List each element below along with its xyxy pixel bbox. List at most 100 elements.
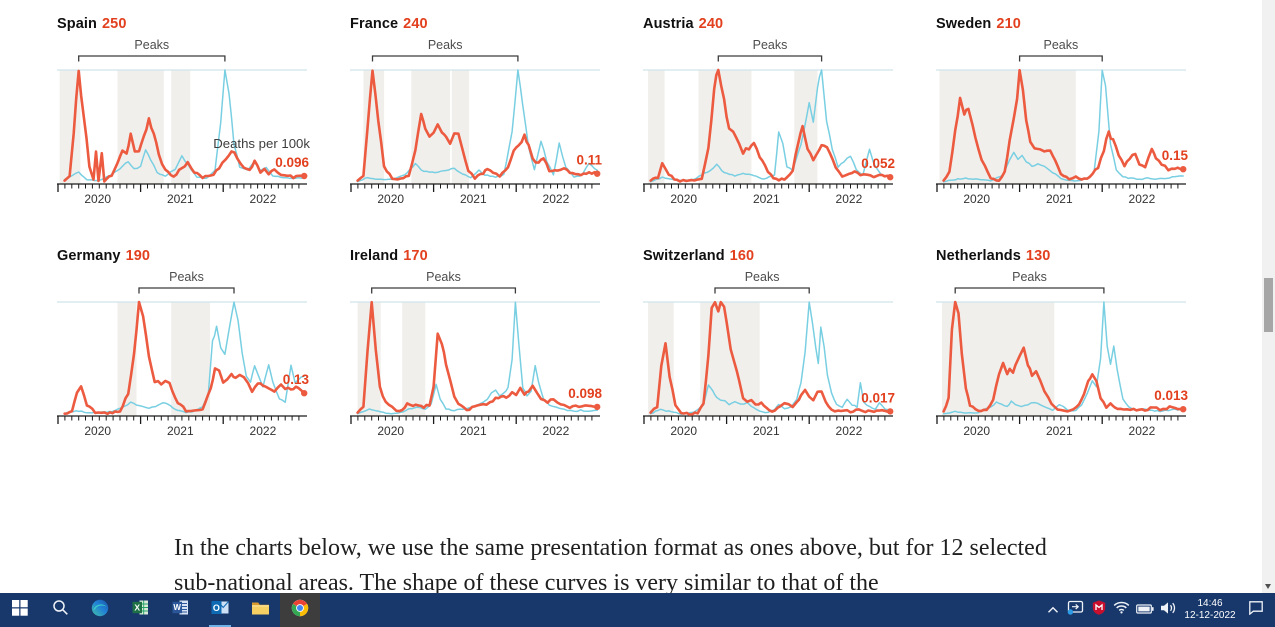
taskbar-edge-button[interactable] (80, 593, 120, 627)
chart-card-netherlands: Netherlands 130 2020 2021 2022 Peaks 0.013 (936, 248, 1191, 446)
country-peak-value: 130 (1025, 248, 1051, 264)
show-hidden-icons-button[interactable] (1041, 593, 1064, 627)
tray-cast-button[interactable] (1064, 593, 1087, 627)
period-band (411, 70, 451, 184)
country-peak-value: 170 (403, 248, 428, 264)
x-axis-year-label: 2021 (753, 424, 780, 438)
country-peak-value: 190 (125, 248, 151, 264)
x-axis-year-label: 2021 (460, 192, 487, 206)
tray-antivirus-button[interactable] (1087, 593, 1110, 627)
period-band (939, 70, 1076, 184)
tray-battery-button[interactable] (1133, 593, 1156, 627)
end-value-label: 0.098 (568, 386, 602, 401)
chart-svg-sweden: 2020 2021 2022 Peaks 0.15 (936, 38, 1189, 206)
article-paragraph: In the charts below, we use the same pre… (174, 535, 1047, 596)
x-axis-year-label: 2021 (753, 192, 780, 206)
small-multiples-grid: Spain 250 2020 2021 2022 Peaks 0.096 Deaths per… (57, 16, 1191, 446)
tray-volume-button[interactable] (1156, 593, 1179, 627)
peaks-bracket (78, 55, 226, 62)
end-value-label: 0.15 (1162, 148, 1189, 163)
taskbar-excel-button[interactable]: X (120, 593, 160, 627)
x-axis-year-label: 2020 (84, 424, 111, 438)
peaks-label: Peaks (169, 270, 204, 284)
chart-card-ireland: Ireland 170 2020 2021 2022 Peaks 0.098 (350, 248, 605, 446)
x-axis-year-label: 2022 (836, 192, 863, 206)
peaks-label: Peaks (753, 38, 788, 52)
taskbar-file-explorer-button[interactable] (240, 593, 280, 627)
x-axis-year-label: 2022 (1129, 192, 1156, 206)
taskbar-search-button[interactable] (40, 593, 80, 627)
x-axis-year-label: 2021 (1046, 424, 1073, 438)
x-axis-year-label: 2022 (250, 192, 277, 206)
chrome-icon (291, 599, 309, 622)
peaks-bracket (138, 287, 235, 294)
country-peak-value: 160 (729, 248, 755, 264)
period-band (402, 302, 426, 416)
peaks-bracket (717, 55, 823, 62)
deaths-end-dot (594, 170, 601, 177)
period-band (942, 302, 1055, 416)
end-value-label: 0.096 (275, 155, 309, 170)
end-value-label: 0.013 (1154, 388, 1188, 403)
chart-svg-netherlands: 2020 2021 2022 Peaks 0.013 (936, 270, 1188, 438)
chart-card-sweden: Sweden 210 2020 2021 2022 Peaks 0.15 (936, 16, 1191, 214)
deaths-line (942, 68, 1185, 182)
cases-line (649, 69, 891, 183)
period-band (171, 70, 191, 184)
period-band (363, 70, 385, 184)
x-axis-year-label: 2021 (167, 424, 194, 438)
mcafee-shield-icon (1092, 600, 1106, 620)
cases-line (356, 69, 598, 183)
taskbar-chrome-button[interactable] (280, 593, 320, 627)
search-icon (52, 599, 69, 621)
taskbar-word-button[interactable]: W (160, 593, 200, 627)
chart-title: Germany 190 (57, 248, 312, 264)
start-button[interactable] (0, 593, 40, 627)
chart-svg-ireland: 2020 2021 2022 Peaks 0.098 (350, 270, 602, 438)
folder-icon (251, 600, 270, 621)
chart-card-france: France 240 2020 2021 2022 Peaks 0.11 (350, 16, 605, 214)
country-name: Germany (57, 248, 121, 264)
action-center-button[interactable] (1241, 593, 1271, 627)
deaths-line (63, 300, 306, 416)
end-value-label: 0.11 (576, 153, 602, 168)
period-band (171, 302, 210, 416)
x-axis-year-label: 2020 (670, 424, 697, 438)
chart-card-spain: Spain 250 2020 2021 2022 Peaks 0.096 Deaths per… (57, 16, 312, 214)
chart-title: Netherlands 130 (936, 248, 1191, 264)
taskbar-outlook-button[interactable]: O (200, 593, 240, 627)
taskbar-clock[interactable]: 14:46 12-12-2022 (1179, 593, 1241, 627)
word-icon: W (172, 599, 189, 621)
deaths-line (356, 300, 599, 414)
chart-svg-spain: 2020 2021 2022 Peaks 0.096 Deaths per 100k (57, 38, 310, 206)
country-name: Ireland (350, 248, 399, 264)
period-band (117, 302, 137, 416)
cases-line (649, 301, 891, 415)
x-axis-year-label: 2020 (84, 192, 111, 206)
peaks-label: Peaks (134, 38, 169, 52)
x-axis-year-label: 2020 (377, 424, 404, 438)
deaths-end-dot (887, 408, 894, 415)
cases-line (942, 69, 1184, 183)
deaths-line (356, 69, 599, 182)
scroll-down-arrow-icon[interactable] (1265, 584, 1271, 589)
period-band (698, 70, 752, 184)
scrollbar[interactable] (1262, 0, 1275, 593)
country-name: Netherlands (936, 248, 1021, 264)
deaths-line (649, 68, 892, 183)
clock-time: 14:46 (1197, 597, 1223, 609)
peaks-bracket (371, 287, 517, 294)
x-axis-year-label: 2021 (460, 424, 487, 438)
outlook-running-indicator (209, 624, 231, 627)
x-axis-year-label: 2022 (543, 424, 570, 438)
chart-svg-switzerland: 2020 2021 2022 Peaks 0.017 (643, 270, 895, 438)
country-peak-value: 210 (996, 16, 1021, 32)
svg-text:W: W (173, 603, 181, 612)
tray-network-button[interactable] (1110, 593, 1133, 627)
scrollbar-thumb[interactable] (1264, 278, 1273, 332)
deaths-per-100k-annotation: Deaths per 100k (213, 136, 310, 151)
country-peak-value: 250 (101, 16, 127, 32)
deaths-end-dot (1180, 166, 1187, 173)
windows-logo-icon (12, 599, 28, 621)
chart-title: Spain 250 (57, 16, 312, 32)
